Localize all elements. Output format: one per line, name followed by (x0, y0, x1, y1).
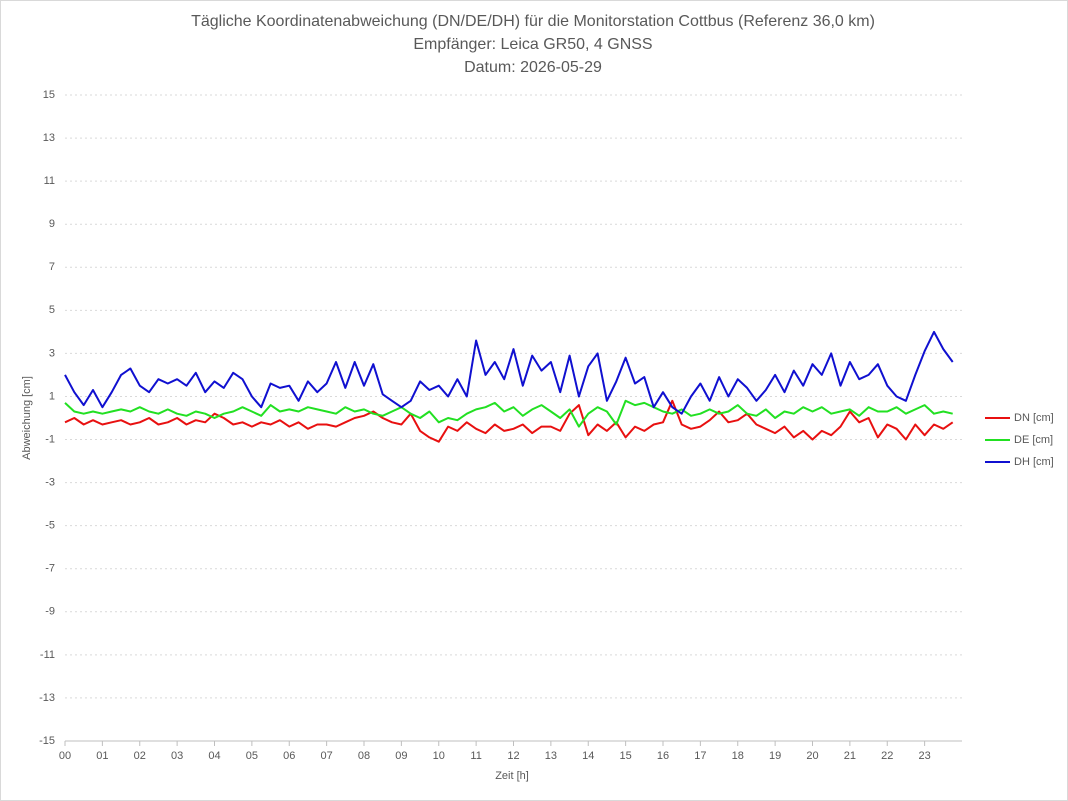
x-tick-label: 15 (620, 750, 632, 762)
x-tick-label: 06 (283, 750, 295, 762)
x-tick-label: 16 (657, 750, 669, 762)
y-tick-label: -13 (39, 692, 55, 704)
legend-label: DN [cm] (1014, 412, 1054, 424)
chart-title: Tägliche Koordinatenabweichung (DN/DE/DH… (191, 13, 875, 30)
x-tick-label: 11 (470, 750, 481, 762)
y-tick-label: 1 (49, 390, 55, 402)
legend-label: DE [cm] (1014, 434, 1053, 446)
x-tick-label: 08 (358, 750, 370, 762)
x-tick-label: 21 (844, 750, 856, 762)
x-tick-label: 07 (321, 750, 333, 762)
x-tick-label: 18 (732, 750, 744, 762)
data-line (64, 330, 954, 415)
y-tick-label: -9 (45, 606, 55, 618)
chart-subtitle: Datum: 2026-05-29 (464, 59, 602, 76)
y-tick-label: 15 (43, 89, 55, 101)
legend-label: DH [cm] (1014, 456, 1054, 468)
x-tick-label: 04 (208, 750, 220, 762)
x-tick-label: 12 (507, 750, 519, 762)
x-tick-label: 14 (582, 750, 594, 762)
x-tick-label: 00 (59, 750, 71, 762)
y-tick-label: 13 (43, 132, 55, 144)
y-tick-label: -15 (39, 735, 55, 747)
x-tick-label: 19 (769, 750, 781, 762)
y-tick-label: 5 (49, 304, 55, 316)
x-tick-label: 10 (433, 750, 445, 762)
y-tick-label: -1 (45, 433, 55, 445)
x-tick-label: 17 (694, 750, 706, 762)
y-tick-label: 11 (44, 175, 55, 187)
x-tick-label: 09 (395, 750, 407, 762)
x-tick-label: 01 (96, 750, 108, 762)
chart-subtitle: Empfänger: Leica GR50, 4 GNSS (413, 36, 652, 53)
y-tick-label: -3 (45, 477, 55, 489)
x-axis-label: Zeit [h] (495, 770, 529, 782)
x-tick-label: 22 (881, 750, 893, 762)
y-tick-label: -7 (45, 563, 55, 575)
x-tick-label: 05 (246, 750, 258, 762)
y-tick-label: 7 (49, 261, 55, 273)
x-tick-label: 23 (919, 750, 931, 762)
data-line (64, 399, 953, 428)
y-tick-label: -5 (45, 520, 55, 532)
y-tick-label: -11 (40, 649, 55, 661)
x-tick-label: 02 (134, 750, 146, 762)
data-line (64, 399, 954, 443)
x-tick-label: 20 (806, 750, 818, 762)
x-tick-label: 13 (545, 750, 557, 762)
y-tick-label: 3 (49, 347, 55, 359)
y-axis-label: Abweichung [cm] (21, 376, 33, 460)
y-tick-label: 9 (49, 218, 55, 230)
x-tick-label: 03 (171, 750, 183, 762)
